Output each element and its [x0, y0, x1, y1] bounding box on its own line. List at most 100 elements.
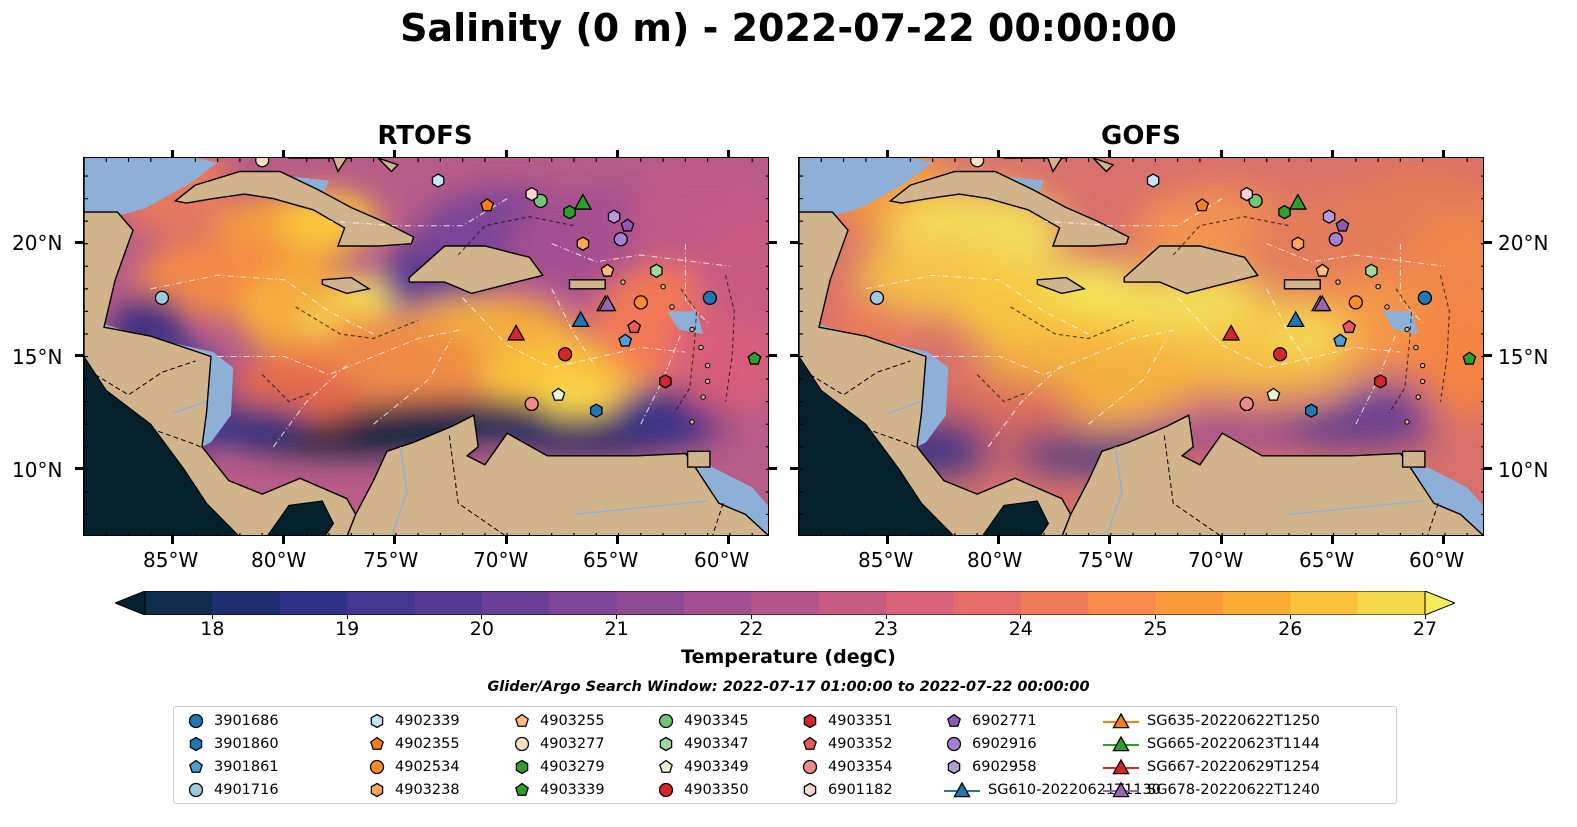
- marker-4903339: [747, 351, 762, 365]
- major-tick: [996, 536, 1000, 544]
- lon-label: 80°W: [251, 548, 307, 572]
- legend-label: 6902771: [972, 713, 1037, 729]
- legend-label: 3901861: [214, 759, 279, 775]
- landmass-hispaniola: [1123, 245, 1259, 295]
- major-tick: [769, 466, 777, 470]
- marker-6901182: [1240, 186, 1253, 202]
- legend-label: 4902534: [395, 759, 460, 775]
- marker-3901861: [1333, 333, 1348, 347]
- landmass-puertorico: [568, 279, 606, 290]
- legend-label: SG678-20220622T1240: [1147, 782, 1320, 798]
- eez-boundary: [1266, 288, 1312, 369]
- legend-label: 4903345: [684, 713, 749, 729]
- legend-label: 4903339: [540, 782, 605, 798]
- colorbar-tick-label: 26: [1278, 618, 1303, 640]
- major-tick: [1108, 150, 1112, 158]
- colorbar-segment: [1155, 591, 1224, 615]
- legend-label: SG665-20220623T1144: [1147, 736, 1320, 752]
- eez-boundary: [987, 360, 1067, 448]
- marker-6902958: [1322, 209, 1336, 224]
- colorbar-extend-max: [1424, 591, 1455, 615]
- major-tick: [885, 536, 889, 544]
- colorbar: [115, 591, 1455, 615]
- landmass-bahamas1: [332, 158, 348, 174]
- legend-item: 4903350: [656, 779, 749, 801]
- eez-boundary: [328, 198, 508, 227]
- marker-4903351: [1374, 374, 1387, 389]
- lon-label: 85°W: [143, 548, 199, 572]
- lon-label: 85°W: [858, 548, 914, 572]
- main-title: Salinity (0 m) - 2022-07-22 00:00:00: [400, 6, 1177, 50]
- major-tick: [75, 354, 83, 358]
- marker-SG610-20220621T1130: [1286, 310, 1305, 328]
- legend-label: 3901686: [214, 713, 279, 729]
- legend-label: 4903347: [684, 736, 749, 752]
- marker-4903238: [1291, 236, 1305, 251]
- legend-marker-icon: [370, 782, 384, 798]
- island: [1404, 419, 1410, 425]
- lon-label: 70°W: [473, 548, 529, 572]
- marker-4903352: [1342, 319, 1357, 334]
- legend-triangle: [1112, 712, 1130, 729]
- landmass-hispaniola: [408, 245, 544, 295]
- bathymetry-contour: [457, 216, 575, 256]
- panel-title-gofs: GOFS: [1101, 121, 1181, 151]
- legend-item: 4903255: [512, 710, 605, 732]
- legend-item: 4903347: [656, 733, 749, 755]
- major-tick: [504, 536, 508, 544]
- legend-shape: [515, 782, 529, 796]
- country-border: [1163, 435, 1221, 535]
- legend-marker-icon: [515, 713, 529, 727]
- landmass-jamaica: [1036, 276, 1086, 295]
- legend-item: 4903351: [800, 710, 893, 732]
- island: [1375, 283, 1381, 290]
- legend-label: 4903352: [828, 736, 893, 752]
- legend-marker-icon: [658, 713, 674, 729]
- colorbar-segment: [145, 591, 213, 615]
- colorbar-tick: [750, 615, 752, 619]
- landmass-trinidad: [686, 450, 711, 468]
- major-tick: [504, 150, 508, 158]
- legend-shape: [370, 736, 384, 750]
- major-tick: [1331, 150, 1335, 158]
- legend-marker-icon: [947, 759, 961, 775]
- marker-SG678-20220622T1240: [598, 294, 617, 312]
- colorbar-tick-label: 23: [873, 618, 899, 640]
- colorbar-segment: [1088, 591, 1157, 615]
- legend-marker-icon: [188, 713, 204, 729]
- island: [1413, 344, 1419, 351]
- eez-boundary: [1266, 243, 1445, 267]
- colorbar-segment: [818, 591, 887, 615]
- marker-4903347: [1365, 263, 1378, 279]
- legend-item: 4903238: [367, 779, 460, 801]
- colorbar-tick-label: 27: [1412, 618, 1438, 640]
- bathymetry-contour: [976, 374, 1027, 403]
- marker-4903347: [650, 263, 663, 279]
- major-tick: [616, 536, 620, 544]
- legend-shape: [514, 736, 530, 752]
- legend-marker-icon: [803, 713, 817, 729]
- landmass-bahamas1: [1047, 158, 1063, 174]
- colorbar-tick: [616, 615, 618, 619]
- major-tick: [769, 241, 777, 245]
- legend-label: 4903354: [828, 759, 893, 775]
- legend-shape: [188, 713, 204, 729]
- legend-shape: [659, 736, 673, 752]
- island: [704, 362, 711, 369]
- marker-3901860: [589, 403, 603, 418]
- island: [669, 304, 675, 310]
- legend-item: 6901182: [800, 779, 893, 801]
- legend-shape: [370, 782, 384, 798]
- legend-item: 6902771: [944, 710, 1037, 732]
- marker-4903354: [524, 396, 539, 412]
- landmass-trinidad: [1401, 450, 1426, 468]
- legend-shape: [189, 736, 203, 752]
- legend-item: 6902958: [944, 756, 1037, 778]
- legend-shape: [658, 782, 674, 798]
- lat-label-right: 10°N: [1498, 458, 1549, 482]
- search-window-note: Glider/Argo Search Window: 2022-07-17 01…: [487, 679, 1090, 695]
- colorbar-tick: [1289, 615, 1291, 619]
- marker-4903277: [255, 158, 270, 168]
- legend-marker-icon: [189, 736, 203, 752]
- colorbar-segment: [549, 591, 618, 615]
